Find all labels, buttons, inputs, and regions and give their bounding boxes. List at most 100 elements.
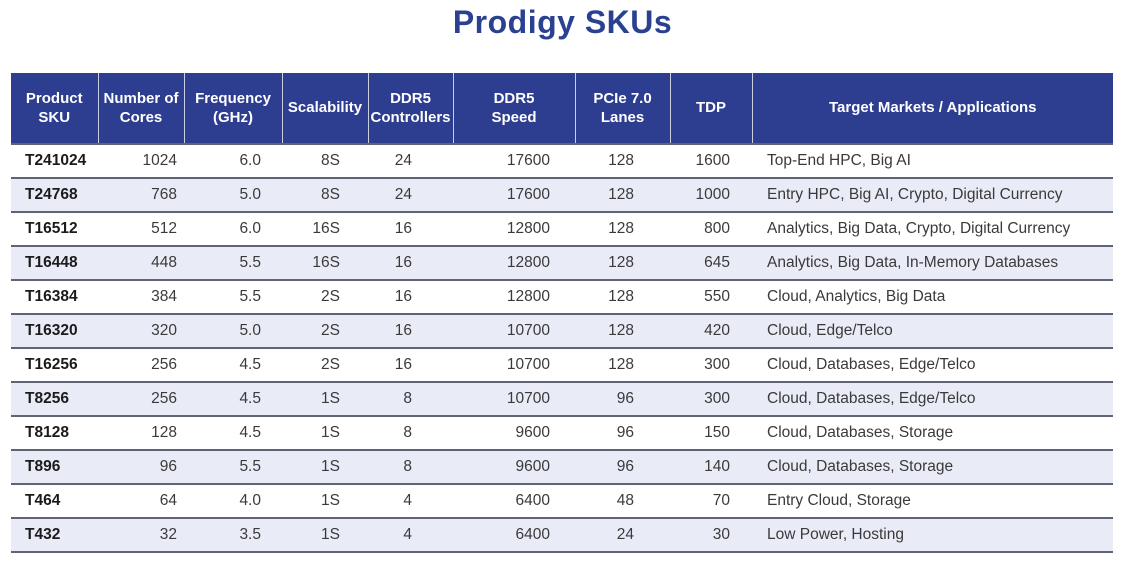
cell-product-sku: T432 [25, 526, 61, 543]
cell-scalability: 2S [321, 322, 340, 339]
cell-scalability: 1S [321, 390, 340, 407]
cell-target-markets: Entry HPC, Big AI, Crypto, Digital Curre… [767, 186, 1063, 203]
cell-tdp: 300 [704, 356, 730, 373]
cell-product-sku: T24768 [25, 186, 78, 203]
column-header-scalability: Scalability [282, 73, 369, 144]
table-row: T464 64 4.0 1S 4 6400 48 70 Entry Cloud, Storage [11, 484, 1113, 518]
cell-ddr5-speed: 12800 [506, 220, 550, 237]
cell-pcie-lanes: 128 [608, 220, 634, 237]
cell-ddr5-controllers: 24 [394, 152, 412, 169]
cell-pcie-lanes: 128 [608, 288, 634, 305]
table-body: T241024 1024 6.0 8S 24 17600 128 1600 Top-End HP… [11, 144, 1113, 552]
cell-target-markets: Cloud, Databases, Storage [767, 424, 954, 441]
cell-frequency: 5.5 [239, 458, 261, 475]
cell-ddr5-speed: 10700 [506, 356, 550, 373]
table-row: T896 96 5.5 1S 8 9600 96 140 Cloud, Databases, S… [11, 450, 1113, 484]
cell-scalability: 1S [321, 424, 340, 441]
table-row: T8256 256 4.5 1S 8 10700 96 300 Cloud, Databases… [11, 382, 1113, 416]
cell-ddr5-controllers: 16 [394, 254, 412, 271]
cell-pcie-lanes: 128 [608, 152, 634, 169]
cell-ddr5-speed: 9600 [515, 424, 550, 441]
cell-scalability: 2S [321, 288, 340, 305]
cell-ddr5-controllers: 16 [394, 356, 412, 373]
cell-cores: 64 [159, 492, 177, 509]
table-row: T432 32 3.5 1S 4 6400 24 30 Low Power, Hosting [11, 518, 1113, 552]
cell-cores: 448 [151, 254, 177, 271]
cell-tdp: 300 [704, 390, 730, 407]
cell-pcie-lanes: 128 [608, 254, 634, 271]
cell-cores: 512 [151, 220, 177, 237]
cell-frequency: 4.5 [239, 424, 261, 441]
cell-cores: 128 [151, 424, 177, 441]
cell-ddr5-speed: 12800 [506, 254, 550, 271]
column-header-product-sku: Product SKU [11, 73, 99, 144]
cell-cores: 256 [151, 356, 177, 373]
cell-product-sku: T8256 [25, 390, 69, 407]
cell-product-sku: T8128 [25, 424, 69, 441]
cell-ddr5-controllers: 8 [403, 458, 412, 475]
cell-cores: 32 [159, 526, 177, 543]
cell-scalability: 16S [312, 254, 340, 271]
cell-pcie-lanes: 96 [616, 390, 634, 407]
table-row: T16512 512 6.0 16S 16 12800 128 800 Analytics, B… [11, 212, 1113, 246]
cell-target-markets: Analytics, Big Data, In-Memory Databases [767, 254, 1059, 271]
cell-ddr5-speed: 17600 [506, 152, 550, 169]
cell-ddr5-speed: 17600 [506, 186, 550, 203]
cell-pcie-lanes: 128 [608, 322, 634, 339]
cell-frequency: 4.0 [239, 492, 261, 509]
cell-frequency: 3.5 [239, 526, 261, 543]
cell-tdp: 70 [712, 492, 730, 509]
cell-tdp: 420 [704, 322, 730, 339]
column-header-frequency: Frequency (GHz) [184, 73, 283, 144]
cell-ddr5-controllers: 8 [403, 390, 412, 407]
cell-scalability: 16S [312, 220, 340, 237]
cell-scalability: 2S [321, 356, 340, 373]
cell-ddr5-controllers: 16 [394, 322, 412, 339]
table-row: T24768 768 5.0 8S 24 17600 128 1000 Entry HPC, B… [11, 178, 1113, 212]
cell-target-markets: Low Power, Hosting [767, 526, 904, 543]
cell-target-markets: Cloud, Databases, Edge/Telco [767, 390, 976, 407]
sku-table: Product SKU Number of Cores Frequency (GHz… [11, 73, 1113, 553]
cell-pcie-lanes: 96 [616, 424, 634, 441]
cell-tdp: 1000 [695, 186, 730, 203]
table-row: T16320 320 5.0 2S 16 10700 128 420 Cloud, Edge/T… [11, 314, 1113, 348]
cell-ddr5-speed: 9600 [515, 458, 550, 475]
cell-frequency: 5.0 [239, 186, 261, 203]
cell-cores: 96 [159, 458, 177, 475]
column-header-target-markets: Target Markets / Applications [752, 73, 1113, 144]
page-title: Prodigy SKUs [452, 4, 673, 40]
cell-target-markets: Cloud, Edge/Telco [767, 322, 893, 339]
cell-product-sku: T16320 [25, 322, 78, 339]
cell-target-markets: Cloud, Analytics, Big Data [767, 288, 946, 305]
cell-tdp: 1600 [695, 152, 730, 169]
cell-frequency: 5.5 [239, 288, 261, 305]
cell-cores: 320 [151, 322, 177, 339]
cell-cores: 256 [151, 390, 177, 407]
cell-frequency: 4.5 [239, 356, 261, 373]
table-header: Product SKU Number of Cores Frequency (GHz… [11, 73, 1113, 144]
cell-ddr5-controllers: 4 [403, 492, 412, 509]
cell-product-sku: T16448 [25, 254, 78, 271]
cell-ddr5-speed: 12800 [506, 288, 550, 305]
cell-frequency: 6.0 [239, 152, 261, 169]
cell-ddr5-controllers: 8 [403, 424, 412, 441]
cell-ddr5-speed: 10700 [506, 322, 550, 339]
cell-scalability: 1S [321, 492, 340, 509]
cell-pcie-lanes: 128 [608, 186, 634, 203]
cell-scalability: 8S [321, 186, 340, 203]
cell-ddr5-controllers: 4 [403, 526, 412, 543]
cell-pcie-lanes: 96 [616, 458, 634, 475]
cell-pcie-lanes: 24 [616, 526, 634, 543]
cell-target-markets: Top-End HPC, Big AI [767, 152, 911, 169]
cell-ddr5-controllers: 24 [394, 186, 412, 203]
cell-product-sku: T16256 [25, 356, 78, 373]
cell-tdp: 645 [704, 254, 730, 271]
cell-tdp: 800 [704, 220, 730, 237]
cell-product-sku: T464 [25, 492, 61, 509]
cell-frequency: 4.5 [239, 390, 261, 407]
cell-tdp: 550 [704, 288, 730, 305]
column-header-tdp: TDP [670, 73, 753, 144]
cell-cores: 384 [151, 288, 177, 305]
cell-frequency: 5.5 [239, 254, 261, 271]
table-row: T241024 1024 6.0 8S 24 17600 128 1600 Top-End HP… [11, 144, 1113, 178]
